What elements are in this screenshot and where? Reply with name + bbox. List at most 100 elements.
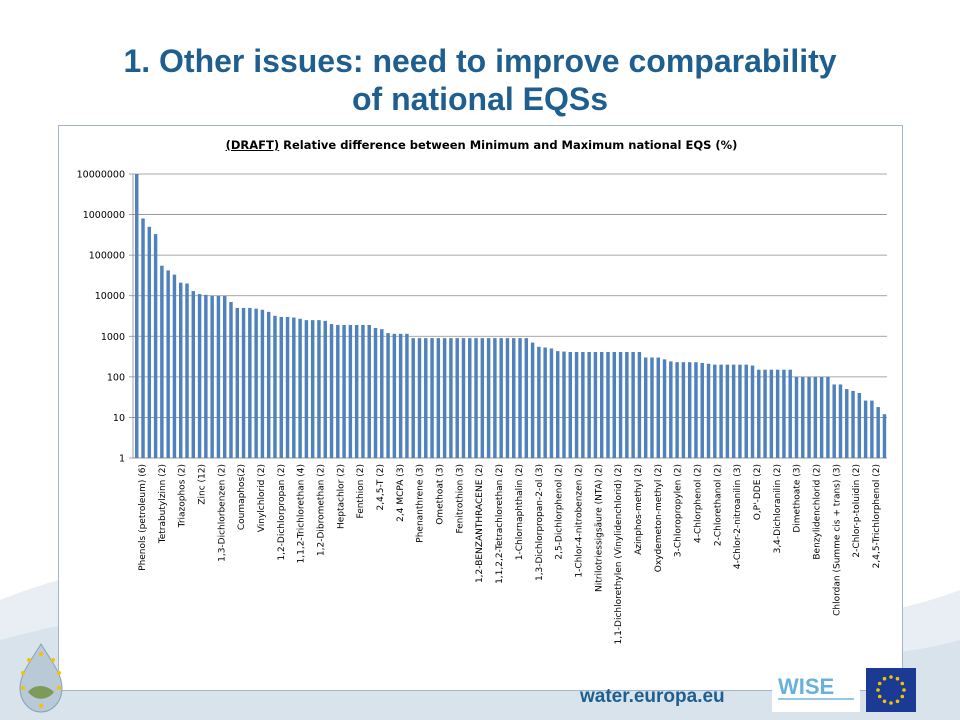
x-tick-label: 3-Chloropropylen (2) bbox=[674, 464, 684, 557]
bar bbox=[530, 342, 535, 458]
x-tick-label: 2,4,5-Trichlorphenol (2) bbox=[872, 464, 882, 568]
bar bbox=[386, 333, 390, 458]
bar bbox=[851, 390, 855, 458]
chart-title-draft: (DRAFT) bbox=[225, 138, 280, 152]
x-tick-label: 1-Chlornaphthalin (2) bbox=[515, 464, 525, 560]
x-tick-label: 1,1,2-Trichlorethan (4) bbox=[297, 464, 307, 563]
bar bbox=[436, 338, 441, 458]
x-tick-label: Triazophos (2) bbox=[178, 464, 188, 528]
x-tick-label: Heptachlor (2) bbox=[336, 464, 346, 529]
svg-text:WISE: WISE bbox=[778, 674, 834, 699]
bar bbox=[643, 357, 648, 458]
bar bbox=[819, 376, 824, 458]
x-tick-label: Fenitrothion (3) bbox=[455, 464, 465, 534]
bar bbox=[304, 320, 309, 458]
y-tick-label: 10 bbox=[113, 413, 125, 424]
bar bbox=[719, 364, 723, 458]
bar bbox=[493, 338, 497, 458]
bar bbox=[599, 351, 604, 458]
bar bbox=[863, 400, 868, 458]
x-tick-label: 2-Chlor-p-toluidin (2) bbox=[852, 464, 862, 558]
bar bbox=[606, 351, 610, 458]
bar bbox=[650, 357, 654, 458]
bar bbox=[807, 376, 811, 458]
bar bbox=[662, 359, 667, 458]
eu-flag-icon bbox=[866, 668, 916, 712]
bar bbox=[260, 309, 265, 458]
bar bbox=[348, 324, 353, 458]
bar bbox=[637, 351, 642, 458]
x-tick-label: 3,4-Dichloranilin (2) bbox=[773, 464, 783, 553]
bar bbox=[574, 351, 579, 458]
x-tick-label: Azinphos-methyl (2) bbox=[634, 464, 644, 555]
x-tick-label: Benzylidenchlorid (2) bbox=[813, 464, 823, 560]
bar bbox=[392, 333, 397, 458]
x-tick-label: 1-Chlor-4-nitrobenzen (2) bbox=[574, 464, 584, 578]
x-tick-label: Nitrilotriessigsäure (NTA) (2) bbox=[594, 464, 604, 592]
bar bbox=[342, 324, 346, 458]
bar bbox=[210, 295, 214, 458]
bar bbox=[411, 338, 415, 458]
y-tick-label: 100 bbox=[107, 372, 125, 383]
x-tick-label: 2,4,5-T (2) bbox=[376, 464, 386, 510]
bar bbox=[241, 307, 246, 458]
bar bbox=[801, 376, 805, 458]
bar bbox=[870, 400, 874, 458]
bar bbox=[354, 324, 359, 458]
bar bbox=[713, 364, 717, 458]
bar bbox=[430, 338, 434, 458]
bar bbox=[744, 364, 748, 458]
x-tick-label: 1,3-Dichlorpropan-2-ol (3) bbox=[535, 464, 545, 581]
bar bbox=[248, 307, 252, 458]
bar bbox=[254, 308, 258, 458]
bar bbox=[568, 351, 573, 458]
bar bbox=[512, 338, 516, 458]
bar bbox=[505, 338, 510, 458]
x-tick-label: Vinylchlorid (2) bbox=[257, 464, 267, 532]
bar bbox=[141, 218, 145, 458]
bar bbox=[706, 363, 711, 458]
bar bbox=[417, 338, 422, 458]
bar bbox=[285, 316, 290, 458]
bar bbox=[700, 362, 704, 458]
bar bbox=[229, 301, 233, 458]
bar bbox=[292, 317, 296, 458]
x-tick-label: O,P'-DDE (2) bbox=[753, 464, 763, 520]
bar bbox=[782, 369, 786, 458]
chart-container: (DRAFT) Relative difference between Mini… bbox=[58, 125, 903, 691]
bar bbox=[147, 226, 152, 458]
y-tick-label: 100000 bbox=[89, 251, 125, 262]
y-tick-label: 10000000 bbox=[77, 170, 125, 181]
bar bbox=[178, 282, 183, 458]
bar bbox=[461, 338, 466, 458]
bar bbox=[373, 328, 378, 458]
bar bbox=[549, 348, 554, 458]
bar bbox=[562, 351, 566, 458]
x-tick-label: Fenthion (2) bbox=[356, 464, 366, 518]
bar bbox=[631, 351, 635, 458]
x-tick-label: 2-Chlorethanol (2) bbox=[713, 464, 723, 546]
bar bbox=[266, 311, 271, 458]
bar bbox=[694, 362, 698, 458]
x-tick-label: Tetrabutylzinn (2) bbox=[158, 464, 168, 544]
bar bbox=[587, 351, 591, 458]
bar bbox=[279, 316, 283, 458]
x-tick-label: Oxydemeton-methyl (2) bbox=[654, 464, 664, 572]
y-tick-label: 1000 bbox=[101, 332, 125, 343]
bar bbox=[172, 274, 177, 458]
bar bbox=[669, 361, 673, 458]
bar bbox=[216, 295, 221, 458]
bar bbox=[555, 351, 560, 458]
x-tick-label: 1,2-BENZANTHRACENE (2) bbox=[475, 464, 485, 583]
bar bbox=[398, 333, 403, 458]
bar bbox=[486, 338, 491, 458]
bar bbox=[474, 338, 478, 458]
bar bbox=[612, 351, 617, 458]
y-tick-label: 1000000 bbox=[83, 210, 125, 221]
bar bbox=[537, 346, 541, 458]
bar bbox=[763, 369, 767, 458]
bar bbox=[191, 291, 196, 458]
bar bbox=[310, 320, 315, 458]
x-tick-label: Zinc (12) bbox=[197, 464, 207, 505]
bar-chart: 1 10 100 1000 10000 100000 1000000 10000000 Phen… bbox=[77, 170, 887, 645]
